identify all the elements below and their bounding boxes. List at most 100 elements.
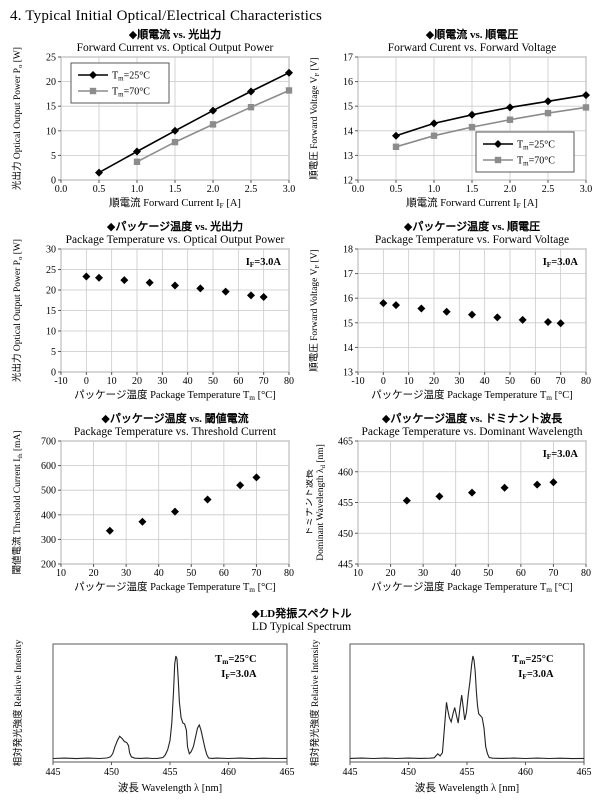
svg-text:IF=3.0A: IF=3.0A bbox=[518, 669, 554, 681]
svg-text:ドミナント波長: ドミナント波長 bbox=[306, 469, 315, 536]
svg-text:10: 10 bbox=[107, 376, 117, 387]
svg-text:Package Temperature vs. Thresh: Package Temperature vs. Threshold Curren… bbox=[74, 426, 277, 438]
svg-text:300: 300 bbox=[41, 535, 56, 546]
svg-text:Package Temperature vs. Optica: Package Temperature vs. Optical Output P… bbox=[66, 234, 285, 246]
svg-text:1.5: 1.5 bbox=[169, 184, 182, 195]
svg-text:Package Temperature vs. Forwar: Package Temperature vs. Forward Voltage bbox=[375, 234, 569, 246]
svg-text:13: 13 bbox=[343, 151, 353, 162]
svg-text:2.5: 2.5 bbox=[542, 184, 555, 195]
spectrum-section-header: ◆LD発振スペクトル LD Typical Spectrum bbox=[7, 608, 596, 634]
svg-text:60: 60 bbox=[219, 568, 229, 579]
svg-text:30: 30 bbox=[46, 245, 56, 256]
svg-text:Tm=70°C: Tm=70°C bbox=[112, 87, 150, 99]
svg-text:40: 40 bbox=[183, 376, 193, 387]
svg-text:80: 80 bbox=[581, 568, 591, 579]
svg-text:460: 460 bbox=[338, 467, 353, 478]
svg-text:700: 700 bbox=[41, 437, 56, 448]
svg-text:20: 20 bbox=[386, 568, 396, 579]
svg-text:600: 600 bbox=[41, 461, 56, 472]
svg-text:1.0: 1.0 bbox=[131, 184, 144, 195]
svg-text:455: 455 bbox=[460, 767, 475, 778]
svg-text:17: 17 bbox=[343, 53, 353, 64]
svg-text:Tm=70°C: Tm=70°C bbox=[517, 156, 555, 168]
spectrum-section-title-en: LD Typical Spectrum bbox=[251, 620, 352, 633]
chart-package-temperature-vs-forward-voltage: ◆パッケージ温度 vs. 順電圧 Package Temperature vs. … bbox=[306, 220, 594, 412]
svg-text:◆パッケージ温度 vs. 光出力: ◆パッケージ温度 vs. 光出力 bbox=[107, 220, 243, 233]
svg-text:2.0: 2.0 bbox=[207, 184, 220, 195]
chart-row-1: ◆順電流 vs. 光出力 Forward Current vs. Optical … bbox=[7, 28, 596, 220]
svg-text:10: 10 bbox=[56, 568, 66, 579]
svg-text:10: 10 bbox=[46, 327, 56, 338]
svg-text:0: 0 bbox=[51, 176, 56, 187]
svg-text:10: 10 bbox=[46, 126, 56, 137]
svg-text:500: 500 bbox=[41, 486, 56, 497]
svg-text:20: 20 bbox=[429, 376, 439, 387]
svg-text:30: 30 bbox=[157, 376, 167, 387]
svg-text:450: 450 bbox=[104, 767, 119, 778]
svg-text:5: 5 bbox=[51, 347, 56, 358]
svg-text:12: 12 bbox=[343, 176, 353, 187]
svg-text:400: 400 bbox=[41, 510, 56, 521]
svg-text:15: 15 bbox=[46, 102, 56, 113]
svg-text:450: 450 bbox=[338, 529, 353, 540]
chart-package-temperature-vs-optical-output-power: ◆パッケージ温度 vs. 光出力 Package Temperature vs. … bbox=[9, 220, 297, 412]
svg-text:◆パッケージ温度 vs. ドミナント波長: ◆パッケージ温度 vs. ドミナント波長 bbox=[382, 412, 563, 425]
svg-text:相対発光強度 Relative Intensity: 相対発光強度 Relative Intensity bbox=[309, 639, 321, 766]
svg-text:465: 465 bbox=[280, 767, 295, 778]
svg-text:10: 10 bbox=[353, 568, 363, 579]
svg-text:50: 50 bbox=[505, 376, 515, 387]
svg-text:13: 13 bbox=[343, 368, 353, 379]
svg-text:◆パッケージ温度 vs. 閾値電流: ◆パッケージ温度 vs. 閾値電流 bbox=[101, 412, 248, 425]
svg-text:パッケージ温度 Package Temperature T: パッケージ温度 Package Temperature Tm [°C] bbox=[74, 388, 276, 402]
svg-text:Forward Curent vs. Forward Vol: Forward Curent vs. Forward Voltage bbox=[388, 42, 557, 54]
svg-text:445: 445 bbox=[343, 767, 358, 778]
svg-text:50: 50 bbox=[483, 568, 493, 579]
svg-text:20: 20 bbox=[46, 286, 56, 297]
svg-text:光出力 Optical Output Power Po [W: 光出力 Optical Output Power Po [W] bbox=[11, 47, 24, 190]
svg-text:波長 Wavelength λ [nm]: 波長 Wavelength λ [nm] bbox=[415, 781, 519, 794]
svg-text:光出力 Optical Output Power Po [W: 光出力 Optical Output Power Po [W] bbox=[11, 239, 24, 382]
svg-text:パッケージ温度 Package Temperature Tm: パッケージ温度 Package Temperature Tm [°C] bbox=[74, 580, 276, 594]
svg-text:465: 465 bbox=[338, 437, 353, 448]
spectrum-section-title-jp: ◆LD発振スペクトル bbox=[251, 608, 352, 620]
svg-text:IF=3.0A: IF=3.0A bbox=[221, 669, 257, 681]
svg-text:Tm=25°C: Tm=25°C bbox=[512, 654, 553, 666]
svg-text:50: 50 bbox=[208, 376, 218, 387]
svg-text:0.5: 0.5 bbox=[390, 184, 403, 195]
svg-text:15: 15 bbox=[46, 306, 56, 317]
svg-text:0: 0 bbox=[84, 376, 89, 387]
svg-text:IF=3.0A: IF=3.0A bbox=[246, 257, 282, 269]
svg-text:25: 25 bbox=[46, 265, 56, 276]
svg-text:◆パッケージ温度 vs. 順電圧: ◆パッケージ温度 vs. 順電圧 bbox=[404, 220, 540, 233]
chart-row-4: 445 450 455 460 465 波長 Wavelength λ [nm] 相対発光強… bbox=[7, 634, 596, 800]
svg-text:Tm=25°C: Tm=25°C bbox=[215, 654, 256, 666]
svg-text:15: 15 bbox=[343, 318, 353, 329]
svg-text:パッケージ温度 Package Temperature Tm: パッケージ温度 Package Temperature Tm [°C] bbox=[371, 580, 573, 594]
svg-text:80: 80 bbox=[284, 568, 294, 579]
svg-text:445: 445 bbox=[338, 560, 353, 571]
page-title: 4. Typical Initial Optical/Electrical Ch… bbox=[10, 8, 323, 24]
chart-forward-current-vs-optical-output-power: ◆順電流 vs. 光出力 Forward Current vs. Optical … bbox=[9, 28, 297, 220]
svg-text:0.0: 0.0 bbox=[352, 184, 365, 195]
svg-text:70: 70 bbox=[556, 376, 566, 387]
svg-text:-10: -10 bbox=[54, 376, 67, 387]
svg-text:30: 30 bbox=[418, 568, 428, 579]
svg-text:順電圧 Forward Voltage VF [V]: 順電圧 Forward Voltage VF [V] bbox=[309, 57, 321, 179]
svg-text:IF=3.0A: IF=3.0A bbox=[543, 257, 579, 269]
svg-text:0: 0 bbox=[381, 376, 386, 387]
svg-text:60: 60 bbox=[530, 376, 540, 387]
svg-text:順電流 Forward Current IF [A]: 順電流 Forward Current IF [A] bbox=[109, 196, 241, 210]
svg-text:70: 70 bbox=[259, 376, 269, 387]
chart-forward-current-vs-forward-voltage: ◆順電流 vs. 順電圧 Forward Curent vs. Forward V… bbox=[306, 28, 594, 220]
svg-text:460: 460 bbox=[221, 767, 236, 778]
svg-text:40: 40 bbox=[154, 568, 164, 579]
svg-text:IF=3.0A: IF=3.0A bbox=[543, 449, 579, 461]
svg-text:455: 455 bbox=[338, 498, 353, 509]
svg-text:70: 70 bbox=[251, 568, 261, 579]
svg-text:順電圧 Forward Voltage VF [V]: 順電圧 Forward Voltage VF [V] bbox=[309, 249, 321, 371]
